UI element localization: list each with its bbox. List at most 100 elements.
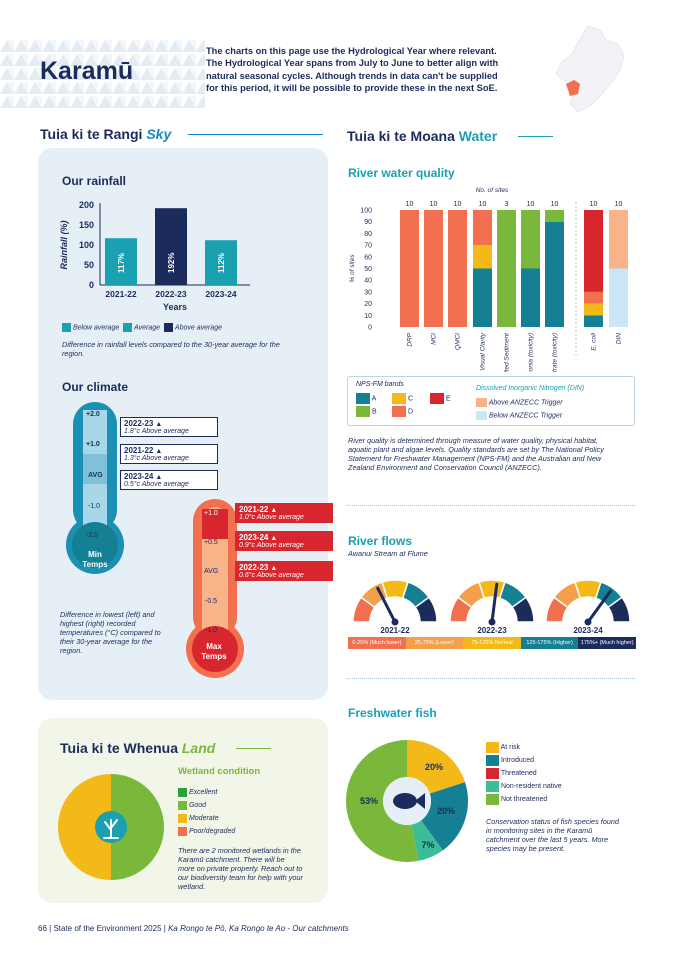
sky-heading-rule — [188, 134, 323, 135]
din-title: Dissolved Inorganic Nitrogen (DIN) — [476, 385, 585, 392]
land-heading-rule — [236, 748, 271, 749]
min-bulb-label: Min Temps — [78, 550, 112, 570]
quality-bar-segment — [545, 221, 564, 327]
flow-band-2: 25-75% (Lower) — [405, 637, 464, 649]
fish-label-nonresident: Non-resident native — [500, 783, 562, 790]
quality-bar-segment — [584, 315, 603, 327]
divider-2 — [347, 678, 635, 679]
quality-note: River quality is determined through meas… — [348, 436, 604, 472]
legend-swatch-above — [163, 323, 173, 332]
max-flag-3: 2022-23 ▲ 0.6°c Above average — [235, 561, 333, 581]
min-tick-3: AVG — [88, 472, 103, 479]
flow-gauge-needle — [376, 586, 397, 624]
quality-bar-segment — [473, 268, 492, 327]
min-flag-2-year: 2021-22 — [124, 446, 154, 455]
band-b-swatch — [356, 406, 370, 417]
min-bulb-label-2: Temps — [82, 560, 108, 569]
flow-gauge-year: 2021-22 — [380, 626, 410, 635]
fish-tail-icon — [415, 793, 425, 809]
water-heading-accent: Water — [458, 128, 498, 144]
max-flag-2: 2023-24 ▲ 0.9°c Above average — [235, 531, 333, 551]
max-flag-3-text: 0.6°c Above average — [239, 572, 304, 579]
quality-bar-segment — [609, 268, 628, 327]
page-number: 66 — [38, 924, 47, 933]
max-flag-2-year: 2023-24 — [239, 533, 269, 542]
din-above-swatch — [476, 398, 487, 407]
divider-1 — [347, 505, 635, 506]
wetland-label-excellent: Excellent — [188, 789, 218, 796]
flow-gauge-segment — [607, 596, 631, 623]
max-flag-3-year: 2022-23 — [239, 563, 269, 572]
min-tick-2: +1.0 — [86, 441, 100, 448]
min-bulb-label-1: Min — [88, 550, 102, 559]
triangle-pattern-icon — [0, 38, 205, 110]
max-flag-1-year: 2021-22 — [239, 505, 269, 514]
din-above-label: Above ANZECC Trigger — [488, 399, 563, 407]
quality-bar-segment — [609, 210, 628, 269]
fish-data-label: 7% — [421, 840, 434, 850]
quality-ytick: 20 — [364, 301, 372, 308]
max-bulb-label-2: Temps — [201, 652, 227, 661]
quality-site-count: 10 — [454, 201, 462, 208]
fish-slice — [421, 782, 468, 851]
min-tick-1: +2.0 — [86, 411, 100, 418]
triangle-up-icon: ▲ — [270, 535, 278, 542]
rain-xtick: 2023-24 — [205, 289, 236, 299]
flow-gauge-hub — [391, 618, 399, 626]
min-flag-3-text: 0.5°c Above average — [124, 481, 189, 488]
quality-ytick: 30 — [364, 289, 372, 296]
quality-legend-box: NPS-FM bands A B C D E Dissolved Inorgan… — [347, 376, 635, 426]
wetland-slice — [58, 774, 111, 880]
fish-slice — [407, 740, 466, 794]
rainfall-legend: Below average Average Above average — [62, 323, 312, 332]
wetland-swatch-excellent — [178, 787, 187, 797]
climate-title: Our climate — [62, 380, 129, 394]
min-thermometer — [66, 402, 124, 574]
flow-band-5: 175%+ (Much higher) — [578, 637, 636, 649]
rain-xlabel: Years — [163, 302, 187, 312]
quality-bar-segment — [448, 210, 467, 327]
din-below-swatch — [476, 411, 487, 420]
land-heading-text: Tuia ki te Whenua — [60, 740, 178, 756]
quality-xtick: DRP — [407, 332, 414, 346]
band-d-swatch — [392, 406, 406, 417]
quality-xtick: DIN — [616, 333, 623, 345]
fish-data-label: 20% — [425, 762, 443, 772]
min-tick-4: -1.0 — [88, 503, 101, 510]
quality-bar-segment — [584, 291, 603, 304]
rain-xtick: 2022-23 — [155, 289, 186, 299]
quality-title: River water quality — [348, 166, 455, 180]
max-tick-1: +1.0 — [204, 510, 218, 517]
fish-chart: 20% 20% 7% 53% — [345, 740, 468, 862]
water-heading-text: Tuia ki te Moana — [347, 128, 455, 144]
water-heading-rule — [518, 136, 553, 137]
quality-ytick: 10 — [364, 313, 372, 320]
max-flag-1-text: 1.0°c Above average — [239, 514, 304, 521]
wetland-note: There are 2 monitored wetlands in the Ka… — [178, 846, 303, 891]
rain-ytick: 0 — [89, 280, 94, 290]
climate-note: Difference in lowest (left) and highest … — [60, 610, 161, 655]
band-e-swatch — [430, 393, 444, 404]
fish-label-introduced: Introduced — [500, 757, 535, 764]
fish-swatch-threatened — [486, 767, 499, 779]
rain-ylabel: Rainfall (%) — [59, 220, 69, 269]
band-b-label: B — [371, 408, 377, 416]
rain-bar — [105, 238, 137, 285]
fish-title: Freshwater fish — [348, 706, 437, 720]
fish-label-threatened: Threatened — [500, 770, 537, 777]
land-heading-accent: Land — [181, 740, 216, 756]
rainfall-note: Difference in rainfall levels compared t… — [62, 340, 280, 358]
max-bulb-label-1: Max — [206, 642, 222, 651]
max-bulb-label: Max Temps — [197, 642, 231, 662]
quality-bar-segment — [424, 210, 443, 327]
max-tick-2: +0.5 — [204, 539, 218, 546]
quality-ylabel: % of sites — [349, 254, 356, 283]
quality-xtick: Deposited Sediment — [504, 332, 511, 372]
din-below-label: Below ANZECC Trigger — [488, 412, 563, 420]
flow-gauge-year: 2023-24 — [573, 626, 603, 635]
band-a-label: A — [371, 395, 377, 403]
min-flag-1: 2022-23 ▲ 1.8°c Above average — [120, 417, 218, 437]
flow-gauge-segment — [414, 596, 438, 623]
quality-site-count: 10 — [479, 201, 487, 208]
min-flag-2-text: 1.3°c Above average — [124, 455, 189, 462]
